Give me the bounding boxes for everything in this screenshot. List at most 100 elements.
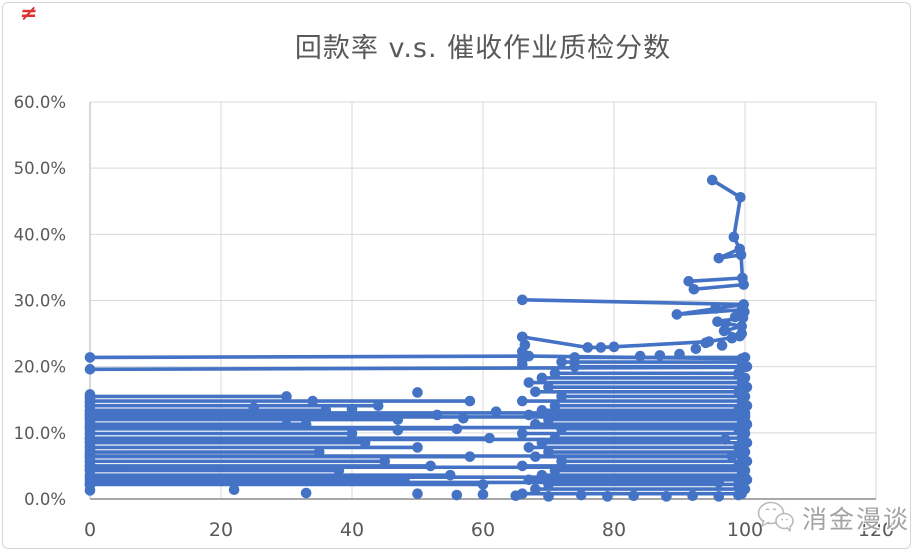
data-point	[549, 367, 561, 379]
data-point	[543, 491, 554, 502]
data-point	[713, 491, 725, 502]
data-point	[674, 348, 685, 360]
data-point	[549, 432, 561, 444]
data-point	[716, 340, 728, 351]
wechat-logo-icon	[757, 501, 794, 532]
data-point	[412, 387, 423, 398]
data-point	[549, 465, 561, 476]
data-point	[543, 381, 554, 393]
data-point	[575, 489, 587, 501]
data-point	[536, 437, 548, 449]
data-point	[706, 174, 718, 186]
data-point	[733, 423, 744, 435]
data-point	[392, 424, 404, 436]
data-point	[683, 276, 694, 287]
y-tick-label: 30.0%	[14, 292, 66, 311]
data-point	[517, 354, 528, 366]
data-point	[517, 294, 528, 306]
y-tick-label: 60.0%	[14, 93, 66, 112]
data-point	[556, 455, 567, 467]
x-tick-label: 100	[727, 519, 763, 541]
data-point	[720, 318, 731, 329]
data-point	[523, 409, 535, 421]
data-point	[737, 362, 749, 373]
data-point	[412, 442, 423, 453]
data-point	[346, 403, 358, 415]
data-point	[300, 487, 312, 499]
data-point	[733, 405, 744, 416]
data-point	[536, 469, 548, 481]
data-point	[543, 479, 554, 490]
data-point	[736, 321, 748, 332]
data-point	[556, 423, 567, 435]
data-point	[733, 479, 744, 490]
tick-labels: 0.0% 10.0% 20.0% 30.0% 40.0% 50.0% 60.0% 0 20 40 6…	[14, 93, 895, 541]
data-point	[582, 342, 594, 353]
data-point	[536, 405, 548, 416]
data-point	[729, 311, 741, 323]
x-tick-label: 120	[858, 519, 894, 541]
y-tick-label: 20.0%	[14, 358, 66, 377]
data-point	[523, 474, 535, 486]
data-point	[281, 419, 292, 431]
data-point	[733, 442, 744, 453]
data-point	[654, 350, 666, 361]
data-point	[556, 356, 567, 368]
data-point	[733, 489, 744, 501]
x-tick-label: 0	[84, 519, 96, 541]
data-point	[628, 490, 639, 501]
x-tick-label: 20	[209, 519, 233, 541]
series-line	[520, 298, 746, 317]
data-point	[543, 446, 554, 458]
data-point	[556, 391, 567, 402]
x-tick-label: 80	[602, 519, 626, 541]
x-tick-label: 60	[471, 519, 495, 541]
data-point	[84, 479, 96, 491]
data-point	[84, 364, 96, 375]
watermark: 消金漫谈	[756, 500, 910, 536]
data-point	[523, 377, 535, 388]
data-point	[713, 252, 725, 264]
y-tick-label: 10.0%	[14, 424, 66, 443]
data-point	[517, 428, 528, 439]
y-tick-label: 50.0%	[14, 159, 66, 178]
data-point	[307, 395, 319, 407]
data-point	[726, 332, 738, 344]
data-point	[543, 414, 554, 425]
data-point	[451, 489, 463, 501]
data-point	[346, 428, 358, 439]
data-point	[372, 400, 384, 412]
data-point	[733, 386, 744, 398]
data-point	[84, 352, 96, 363]
data-point	[671, 309, 683, 320]
data-point	[228, 484, 240, 496]
y-tick-label: 0.0%	[24, 490, 66, 509]
data-point	[736, 353, 748, 365]
x-tick-label: 40	[340, 519, 364, 541]
data-point	[549, 400, 561, 412]
data-point	[595, 342, 607, 353]
data-point	[458, 412, 469, 424]
data-point	[688, 283, 700, 295]
data-point	[490, 406, 502, 417]
data-point	[728, 231, 740, 243]
data-point	[536, 372, 548, 384]
data-point	[530, 451, 541, 462]
data-point	[735, 249, 747, 261]
data-point	[84, 389, 96, 400]
data-point	[608, 341, 620, 353]
data-point	[634, 350, 646, 362]
watermark-text: 消金漫谈	[802, 505, 911, 534]
y-tick-label: 40.0%	[14, 225, 66, 244]
data-series	[84, 174, 753, 502]
data-point	[248, 402, 260, 413]
data-point	[412, 488, 423, 500]
data-point	[602, 491, 613, 502]
data-point	[517, 460, 528, 472]
data-point	[517, 395, 528, 407]
series-line	[88, 365, 745, 372]
data-point	[687, 490, 698, 501]
data-point	[530, 483, 541, 495]
